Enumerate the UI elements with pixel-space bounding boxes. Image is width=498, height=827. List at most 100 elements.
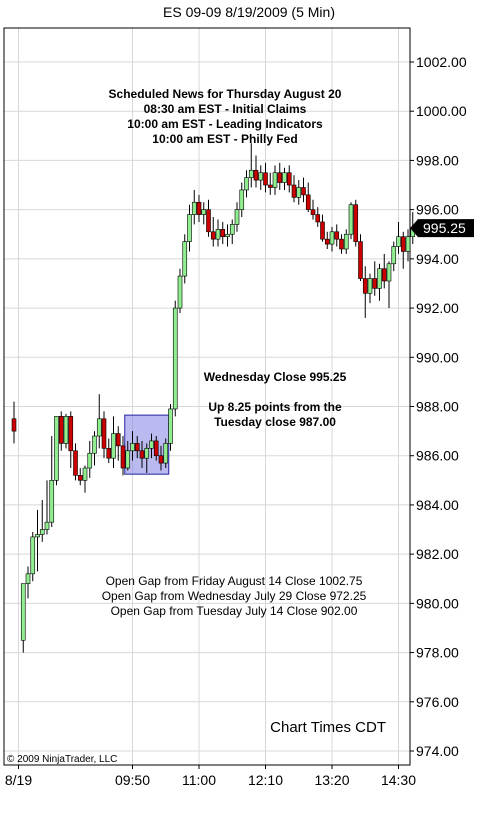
close-annotation: Wednesday Close 995.25 Up 8.25 points fr… bbox=[204, 370, 347, 429]
candle bbox=[396, 221, 401, 254]
candle bbox=[125, 440, 131, 471]
candle-body bbox=[87, 452, 93, 469]
last-price-label: 995.25 bbox=[423, 220, 466, 236]
x-tick-label: 8/19 bbox=[5, 772, 32, 788]
news-line-0: Scheduled News for Thursday August 20 bbox=[109, 87, 342, 101]
candle bbox=[68, 411, 74, 469]
y-tick-label: 1002.00 bbox=[416, 54, 467, 70]
candle-body bbox=[153, 440, 159, 457]
candle bbox=[39, 500, 45, 542]
candle bbox=[386, 261, 392, 309]
candle-body bbox=[125, 450, 131, 469]
candles bbox=[11, 143, 416, 653]
candle bbox=[139, 440, 145, 469]
candle-body bbox=[400, 236, 406, 252]
candle-body bbox=[372, 278, 378, 289]
candle bbox=[82, 465, 88, 493]
candle bbox=[348, 202, 354, 240]
x-tick-label: 09:50 bbox=[115, 772, 150, 788]
candle bbox=[73, 443, 78, 481]
candle bbox=[329, 226, 335, 252]
candle-body bbox=[168, 408, 173, 444]
candle bbox=[130, 431, 135, 461]
candle bbox=[267, 172, 273, 195]
candle-body bbox=[77, 475, 83, 481]
news-line-2: 10:00 am EST - Leading Indicators bbox=[127, 117, 323, 131]
candle-body bbox=[381, 268, 387, 282]
candle bbox=[153, 436, 159, 461]
close-line-1: Up 8.25 points from the bbox=[208, 400, 342, 414]
candle-body bbox=[396, 236, 401, 247]
y-tick-label: 988.00 bbox=[416, 399, 459, 415]
candle bbox=[206, 199, 211, 237]
candle bbox=[391, 241, 397, 272]
y-tick-label: 996.00 bbox=[416, 202, 459, 218]
y-tick-label: 1000.00 bbox=[416, 103, 467, 119]
close-line-2: Tuesday close 987.00 bbox=[214, 415, 336, 429]
candle bbox=[201, 202, 207, 225]
candle bbox=[372, 261, 378, 296]
candle-body bbox=[272, 172, 278, 188]
candle bbox=[87, 440, 93, 478]
y-tick-label: 976.00 bbox=[416, 694, 459, 710]
candle bbox=[49, 436, 55, 528]
candle bbox=[172, 300, 178, 417]
candle-body bbox=[130, 443, 135, 452]
news-line-1: 08:30 am EST - Initial Claims bbox=[144, 102, 307, 116]
candle bbox=[191, 189, 197, 225]
candle-body bbox=[210, 231, 216, 240]
candle-body bbox=[310, 209, 316, 215]
candle-body bbox=[267, 184, 273, 188]
candle bbox=[111, 416, 116, 469]
candle bbox=[343, 229, 349, 254]
candle-body bbox=[149, 440, 154, 449]
candle bbox=[106, 438, 112, 464]
candle bbox=[405, 229, 411, 262]
candle-body bbox=[301, 187, 306, 196]
candle bbox=[196, 194, 202, 222]
candle bbox=[101, 411, 107, 459]
candle-body bbox=[58, 416, 64, 444]
gap-annotation: Open Gap from Friday August 14 Close 100… bbox=[102, 574, 367, 618]
candle-body bbox=[324, 238, 330, 245]
candle-body bbox=[367, 278, 373, 294]
candle-body bbox=[120, 445, 126, 469]
candle bbox=[187, 204, 192, 252]
gap-line-2: Open Gap from Tuesday July 14 Close 902.… bbox=[111, 604, 358, 618]
candle bbox=[77, 468, 83, 486]
x-tick-label: 12:10 bbox=[248, 772, 283, 788]
candle bbox=[35, 509, 40, 572]
candle bbox=[225, 224, 230, 247]
candle bbox=[96, 394, 102, 449]
candle-body bbox=[82, 467, 88, 481]
candle bbox=[120, 436, 126, 476]
candle bbox=[377, 263, 382, 301]
candle bbox=[248, 143, 254, 188]
candle bbox=[258, 165, 264, 190]
candle-body bbox=[358, 241, 363, 279]
candle bbox=[263, 162, 268, 193]
y-tick-label: 978.00 bbox=[416, 645, 459, 661]
candle-body bbox=[163, 443, 169, 464]
candle bbox=[220, 221, 226, 245]
y-tick-label: 986.00 bbox=[416, 448, 459, 464]
candle-body bbox=[49, 480, 55, 523]
candle-body bbox=[177, 275, 183, 309]
candle-body bbox=[229, 224, 235, 235]
last-price-marker: 995.25 bbox=[410, 219, 474, 238]
gap-line-0: Open Gap from Friday August 14 Close 100… bbox=[106, 574, 363, 588]
candle-body bbox=[11, 418, 17, 432]
candle-body bbox=[182, 241, 188, 277]
candle-body bbox=[30, 536, 36, 575]
candle bbox=[301, 177, 306, 203]
candle bbox=[58, 411, 64, 451]
y-tick-label: 990.00 bbox=[416, 349, 459, 365]
candle bbox=[353, 199, 359, 247]
x-tick-label: 14:30 bbox=[381, 772, 416, 788]
candle bbox=[282, 167, 287, 190]
candle-body bbox=[291, 184, 297, 198]
y-tick-label: 980.00 bbox=[416, 595, 459, 611]
x-tick-label: 11:00 bbox=[182, 772, 216, 788]
candle bbox=[63, 413, 69, 449]
gap-line-1: Open Gap from Wednesday July 29 Close 97… bbox=[102, 589, 367, 603]
